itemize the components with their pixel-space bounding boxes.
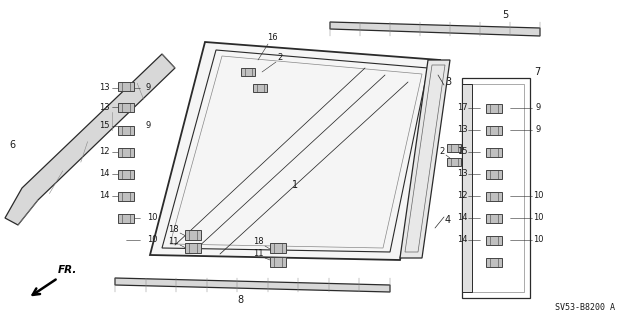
Polygon shape — [486, 191, 502, 201]
Text: 5: 5 — [502, 10, 508, 20]
Polygon shape — [150, 42, 440, 260]
Text: 14: 14 — [99, 169, 109, 179]
Text: 14: 14 — [99, 191, 109, 201]
Polygon shape — [118, 169, 134, 179]
Text: 10: 10 — [532, 191, 543, 201]
Polygon shape — [486, 235, 502, 244]
Text: 9: 9 — [536, 125, 541, 135]
Text: 15: 15 — [457, 147, 467, 157]
Polygon shape — [118, 102, 134, 112]
Polygon shape — [447, 158, 461, 166]
Text: 15: 15 — [99, 122, 109, 130]
Polygon shape — [118, 191, 134, 201]
Text: 10: 10 — [147, 213, 157, 222]
Text: 12: 12 — [457, 191, 467, 201]
Text: 9: 9 — [536, 103, 541, 113]
Polygon shape — [270, 257, 286, 267]
Text: 1: 1 — [292, 180, 298, 190]
Polygon shape — [118, 125, 134, 135]
Text: 14: 14 — [457, 213, 467, 222]
Polygon shape — [270, 243, 286, 253]
Text: 18: 18 — [168, 226, 179, 234]
Polygon shape — [486, 213, 502, 222]
Text: SV53-B8200 A: SV53-B8200 A — [555, 303, 615, 313]
Polygon shape — [486, 147, 502, 157]
Polygon shape — [115, 278, 390, 292]
Text: 2: 2 — [277, 54, 283, 63]
Text: 10: 10 — [532, 235, 543, 244]
Polygon shape — [330, 22, 540, 36]
Polygon shape — [486, 169, 502, 179]
Polygon shape — [400, 60, 450, 258]
Polygon shape — [185, 243, 201, 253]
Text: 13: 13 — [99, 102, 109, 112]
Text: 17: 17 — [457, 103, 467, 113]
Text: 9: 9 — [145, 84, 150, 93]
Polygon shape — [462, 84, 472, 292]
Text: 3: 3 — [445, 77, 451, 87]
Text: 8: 8 — [237, 295, 243, 305]
Polygon shape — [253, 84, 267, 92]
Text: 11: 11 — [253, 249, 263, 258]
Text: 12: 12 — [99, 147, 109, 157]
Text: 6: 6 — [9, 140, 15, 150]
Text: 16: 16 — [267, 33, 277, 42]
Text: 13: 13 — [99, 84, 109, 93]
Text: 14: 14 — [457, 235, 467, 244]
Polygon shape — [486, 125, 502, 135]
Text: 18: 18 — [253, 238, 263, 247]
Text: 10: 10 — [532, 213, 543, 222]
Polygon shape — [118, 81, 134, 91]
Polygon shape — [118, 213, 134, 222]
Text: 7: 7 — [534, 67, 540, 77]
Text: 10: 10 — [147, 235, 157, 244]
Text: FR.: FR. — [58, 265, 77, 275]
Text: 2: 2 — [440, 147, 445, 157]
Text: 9: 9 — [145, 122, 150, 130]
Text: 13: 13 — [457, 125, 467, 135]
Polygon shape — [486, 103, 502, 113]
Polygon shape — [486, 257, 502, 266]
Text: 4: 4 — [445, 215, 451, 225]
Polygon shape — [241, 68, 255, 76]
Text: 13: 13 — [457, 169, 467, 179]
Polygon shape — [5, 54, 175, 225]
Polygon shape — [447, 144, 461, 152]
Polygon shape — [185, 230, 201, 240]
Polygon shape — [118, 147, 134, 157]
Text: 11: 11 — [168, 238, 179, 247]
